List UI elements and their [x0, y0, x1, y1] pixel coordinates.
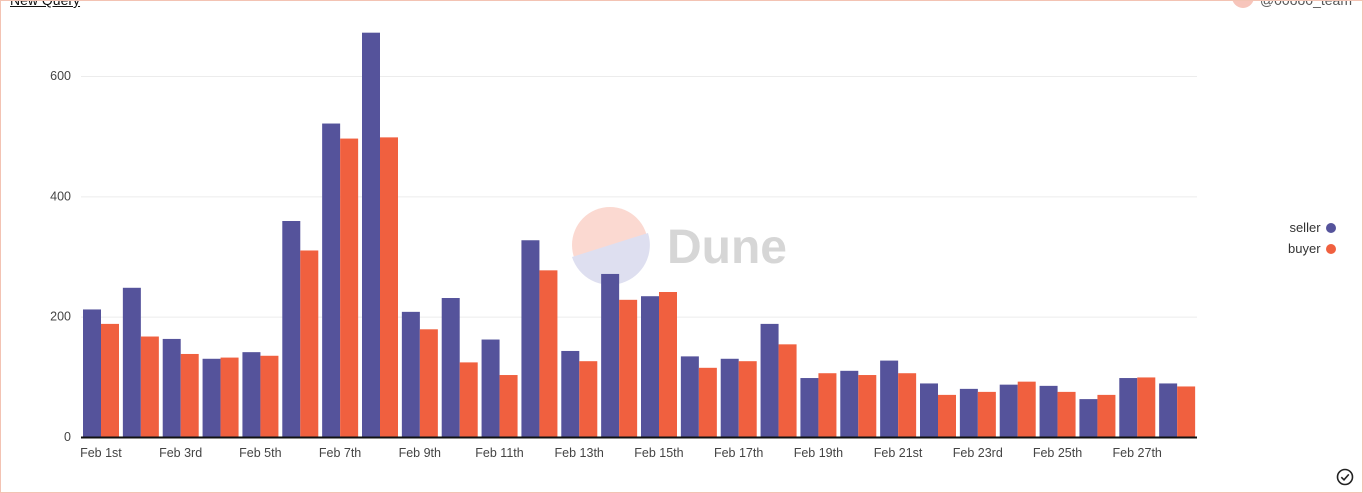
legend-item-seller[interactable]: seller [1288, 217, 1336, 238]
legend-item-buyer[interactable]: buyer [1288, 238, 1336, 259]
avatar [1231, 1, 1254, 8]
x-tick-label: Feb 11th [475, 446, 523, 460]
bar-seller-9[interactable] [441, 298, 460, 437]
legend: seller buyer [1288, 217, 1336, 259]
dune-watermark: Dune [572, 207, 787, 285]
legend-label: seller [1289, 220, 1321, 235]
bar-seller-22[interactable] [959, 388, 978, 437]
bar-buyer-11[interactable] [539, 270, 558, 437]
bar-seller-7[interactable] [362, 32, 380, 438]
query-title-link[interactable]: New Query [10, 0, 81, 8]
gridlines [81, 76, 1197, 318]
bar-seller-24[interactable] [1039, 385, 1058, 437]
bar-buyer-22[interactable] [977, 391, 996, 438]
bar-seller-4[interactable] [242, 352, 261, 437]
x-tick-label: Feb 5th [239, 446, 281, 460]
bar-buyer-23[interactable] [1017, 381, 1036, 437]
bar-buyer-24[interactable] [1057, 391, 1076, 438]
legend-label: buyer [1288, 241, 1321, 256]
bar-buyer-13[interactable] [619, 299, 638, 437]
bar-buyer-9[interactable] [459, 362, 478, 437]
x-tick-label: Feb 15th [634, 446, 683, 460]
bars [83, 32, 1196, 438]
x-tick-label: Feb 1st [80, 446, 122, 460]
bar-seller-17[interactable] [760, 323, 779, 437]
dune-logo-wedge [572, 233, 650, 285]
bar-seller-16[interactable] [720, 358, 739, 437]
bar-buyer-6[interactable] [340, 138, 359, 437]
legend-dot-icon [1325, 243, 1336, 254]
bar-buyer-3[interactable] [220, 357, 239, 437]
bar-buyer-12[interactable] [579, 361, 598, 437]
bar-buyer-14[interactable] [659, 292, 677, 437]
y-tick-label: 600 [50, 69, 71, 83]
bar-buyer-27[interactable] [1177, 386, 1196, 437]
bar-seller-10[interactable] [481, 339, 500, 437]
y-axis-ticks: 0 200 400 600 [50, 69, 71, 444]
bar-buyer-15[interactable] [698, 367, 717, 437]
author-name: @00oo0_team [1259, 0, 1352, 8]
x-tick-label: Feb 23rd [953, 446, 1003, 460]
bar-buyer-20[interactable] [898, 373, 917, 437]
author-badge[interactable]: @00oo0_team [1231, 0, 1352, 8]
x-tick-label: Feb 27th [1113, 446, 1162, 460]
bar-seller-13[interactable] [601, 273, 620, 437]
bar-seller-12[interactable] [561, 350, 580, 437]
bar-buyer-0[interactable] [101, 323, 119, 437]
bar-buyer-7[interactable] [380, 137, 398, 437]
x-axis-ticks: Feb 1st Feb 3rd Feb 5th Feb 7th Feb 9th Feb 1… [80, 446, 1162, 460]
bar-buyer-10[interactable] [499, 375, 518, 437]
bar-seller-18[interactable] [800, 378, 819, 437]
check-circle-icon[interactable] [1336, 468, 1354, 486]
x-tick-label: Feb 9th [399, 446, 441, 460]
bar-seller-21[interactable] [920, 383, 938, 437]
x-tick-label: Feb 3rd [159, 446, 202, 460]
bar-buyer-1[interactable] [140, 336, 159, 437]
bar-seller-25[interactable] [1079, 399, 1098, 437]
bar-seller-20[interactable] [880, 360, 899, 437]
legend-dot-icon [1325, 222, 1336, 233]
bar-seller-15[interactable] [680, 356, 699, 437]
bar-buyer-19[interactable] [858, 375, 877, 437]
bar-seller-11[interactable] [521, 240, 540, 437]
bar-seller-3[interactable] [202, 358, 221, 437]
x-tick-label: Feb 19th [794, 446, 843, 460]
bar-buyer-16[interactable] [738, 361, 757, 437]
bar-buyer-8[interactable] [419, 329, 438, 437]
bar-buyer-21[interactable] [938, 394, 956, 437]
x-tick-label: Feb 17th [714, 446, 763, 460]
bar-seller-5[interactable] [282, 221, 301, 437]
bar-seller-23[interactable] [999, 384, 1018, 437]
bar-buyer-2[interactable] [180, 353, 199, 437]
bar-seller-27[interactable] [1159, 383, 1178, 437]
y-tick-label: 400 [50, 189, 71, 203]
bar-buyer-25[interactable] [1097, 394, 1116, 437]
bar-seller-26[interactable] [1119, 378, 1138, 437]
bar-seller-14[interactable] [641, 296, 659, 437]
bar-buyer-4[interactable] [260, 355, 279, 437]
bar-seller-2[interactable] [162, 338, 181, 437]
x-tick-label: Feb 25th [1033, 446, 1082, 460]
x-tick-label: Feb 13th [555, 446, 604, 460]
bar-seller-0[interactable] [83, 309, 101, 437]
bar-buyer-18[interactable] [818, 373, 837, 437]
bar-seller-8[interactable] [401, 311, 420, 437]
watermark-text: Dune [667, 221, 787, 274]
y-tick-label: 0 [64, 430, 71, 444]
bar-seller-1[interactable] [122, 287, 141, 437]
x-tick-label: Feb 7th [319, 446, 361, 460]
bar-seller-19[interactable] [840, 370, 859, 437]
bar-seller-6[interactable] [322, 123, 341, 437]
bar-buyer-17[interactable] [778, 344, 797, 437]
bar-buyer-5[interactable] [300, 250, 319, 437]
x-tick-label: Feb 21st [874, 446, 923, 460]
bar-buyer-26[interactable] [1137, 377, 1156, 437]
y-tick-label: 200 [50, 310, 71, 324]
